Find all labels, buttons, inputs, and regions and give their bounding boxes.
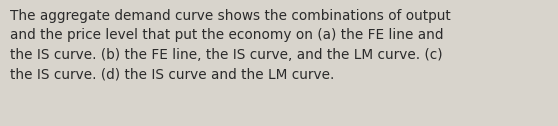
Text: The aggregate demand curve shows the combinations of output
and the price level : The aggregate demand curve shows the com…: [10, 9, 451, 81]
